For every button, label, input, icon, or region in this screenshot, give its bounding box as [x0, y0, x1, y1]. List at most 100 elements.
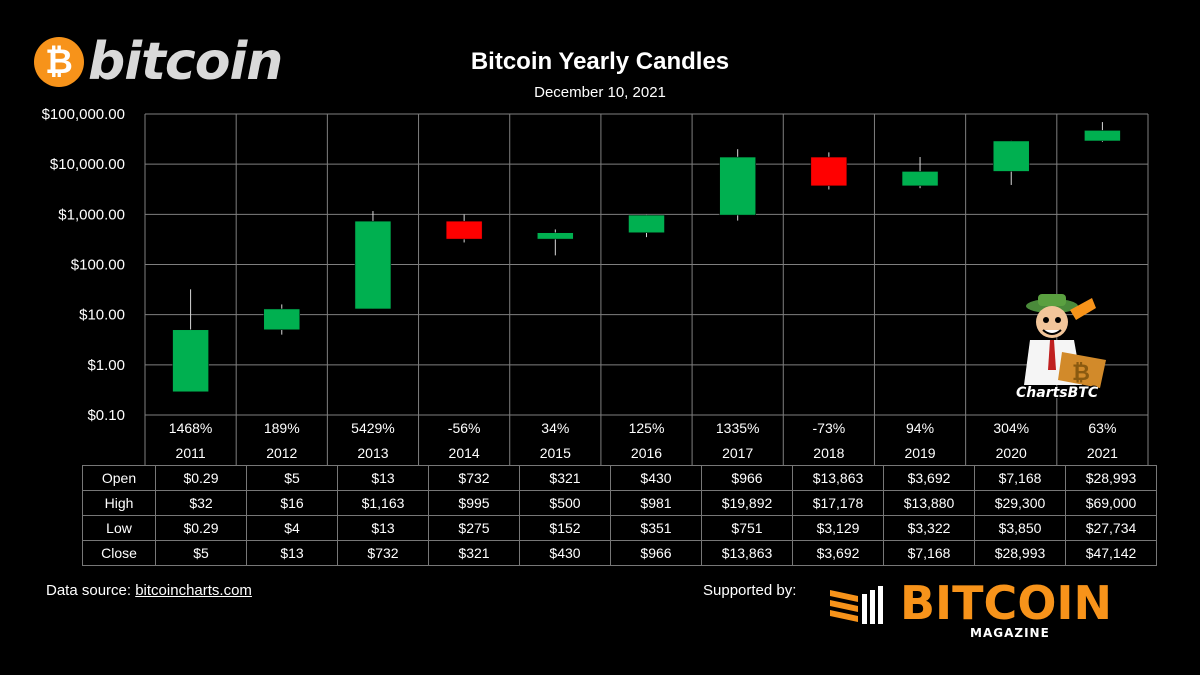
table-cell: $47,142 — [1065, 540, 1157, 566]
row-label: High — [82, 490, 156, 516]
x-tick-label: 2020 — [996, 445, 1027, 461]
percent-change-label: 1335% — [716, 420, 760, 436]
bitcoin-magazine-word: BITCOIN — [900, 576, 1113, 630]
table-cell: $3,322 — [883, 515, 975, 541]
table-cell: $19,892 — [701, 490, 793, 516]
row-label: Close — [82, 540, 156, 566]
x-tick-label: 2017 — [722, 445, 753, 461]
table-cell: $0.29 — [155, 515, 247, 541]
y-tick-label: $1,000.00 — [58, 206, 125, 223]
table-row: Close $5 $13 $732 $321 $430 $966 $13,863 $3,692 $… — [82, 540, 1157, 566]
table-row: High $32 $16 $1,163 $995 $500 $981 $19,892 $17,1… — [82, 490, 1157, 516]
svg-text:₿: ₿ — [1072, 361, 1090, 386]
candle-body-2013 — [354, 220, 392, 310]
table-cell: $500 — [519, 490, 611, 516]
table-cell: $751 — [701, 515, 793, 541]
x-tick-label: 2018 — [813, 445, 844, 461]
x-tick-label: 2016 — [631, 445, 662, 461]
x-tick-label: 2015 — [540, 445, 571, 461]
bitcoin-logo: ₿ bitcoin — [34, 32, 283, 92]
percent-change-label: 94% — [906, 420, 934, 436]
table-cell: $13 — [246, 540, 338, 566]
y-tick-label: $100,000.00 — [42, 106, 125, 123]
x-tick-label: 2019 — [904, 445, 935, 461]
y-tick-label: $10,000.00 — [50, 156, 125, 173]
candle-body-2019 — [901, 171, 939, 187]
data-source-prefix: Data source: — [46, 582, 136, 599]
percent-change-label: 125% — [629, 420, 665, 436]
table-cell: $321 — [428, 540, 520, 566]
table-cell: $3,692 — [792, 540, 884, 566]
table-cell: $3,692 — [883, 465, 975, 491]
bitcoin-magazine-logo: BITCOIN MAGAZINE — [828, 580, 1112, 640]
y-tick-label: $10.00 — [79, 307, 125, 324]
table-cell: $16 — [246, 490, 338, 516]
chartsbtc-mascot-icon: ₿ — [1010, 290, 1120, 405]
percent-change-label: -56% — [448, 420, 481, 436]
candle-body-2012 — [263, 308, 301, 331]
table-cell: $17,178 — [792, 490, 884, 516]
row-label: Open — [82, 465, 156, 491]
table-cell: $69,000 — [1065, 490, 1157, 516]
x-tick-label: 2014 — [449, 445, 480, 461]
candle-body-2020 — [992, 140, 1030, 172]
data-source: Data source: bitcoincharts.com — [46, 582, 252, 599]
table-cell: $351 — [610, 515, 702, 541]
y-tick-label: $0.10 — [87, 407, 125, 424]
bitcoin-wordmark: bitcoin — [88, 32, 283, 92]
bitcoin-magazine-icon — [830, 586, 883, 624]
bitcoin-magazine-sub: MAGAZINE — [970, 626, 1050, 640]
y-tick-label: $100.00 — [71, 257, 125, 274]
table-cell: $7,168 — [883, 540, 975, 566]
table-cell: $13,863 — [792, 465, 884, 491]
x-tick-label: 2011 — [176, 445, 206, 461]
table-cell: $5 — [246, 465, 338, 491]
candle-body-2017 — [719, 156, 756, 216]
table-cell: $966 — [610, 540, 702, 566]
table-cell: $152 — [519, 515, 611, 541]
candle-body-2018 — [810, 156, 848, 187]
candle-body-2014 — [445, 220, 483, 240]
table-cell: $732 — [428, 465, 520, 491]
percent-change-label: 1468% — [169, 420, 213, 436]
table-cell: $430 — [610, 465, 702, 491]
table-cell: $32 — [155, 490, 247, 516]
table-cell: $28,993 — [974, 540, 1066, 566]
chart-subtitle: December 10, 2021 — [534, 84, 666, 101]
table-row: Open $0.29 $5 $13 $732 $321 $430 $966 $13,863 $3,… — [82, 465, 1157, 491]
candle-body-2016 — [628, 214, 665, 233]
chart-title: Bitcoin Yearly Candles — [470, 48, 730, 75]
table-cell: $1,163 — [337, 490, 429, 516]
candle-body-2011 — [172, 329, 209, 393]
x-tick-label: 2021 — [1087, 445, 1118, 461]
percent-change-label: -73% — [813, 420, 846, 436]
supported-by-label: Supported by: — [703, 582, 797, 599]
row-label: Low — [82, 515, 156, 541]
table-cell: $29,300 — [974, 490, 1066, 516]
table-cell: $430 — [519, 540, 611, 566]
bitcoin-coin-icon: ₿ — [34, 37, 84, 87]
table-cell: $13 — [337, 515, 429, 541]
percent-change-label: 34% — [541, 420, 569, 436]
table-cell: $321 — [519, 465, 611, 491]
data-source-link[interactable]: bitcoincharts.com — [135, 582, 252, 599]
table-cell: $13,880 — [883, 490, 975, 516]
x-tick-label: 2013 — [357, 445, 388, 461]
percent-change-label: 304% — [993, 420, 1029, 436]
table-cell: $981 — [610, 490, 702, 516]
table-cell: $275 — [428, 515, 520, 541]
table-cell: $7,168 — [974, 465, 1066, 491]
candlestick-chart: $100,000.00 $10,000.00 $1,000.00 $100.00 $10… — [42, 106, 1149, 465]
table-cell: $995 — [428, 490, 520, 516]
table-cell: $4 — [246, 515, 338, 541]
table-cell: $732 — [337, 540, 429, 566]
table-cell: $3,129 — [792, 515, 884, 541]
table-cell: $0.29 — [155, 465, 247, 491]
percent-change-label: 63% — [1088, 420, 1116, 436]
x-tick-label: 2012 — [266, 445, 297, 461]
table-cell: $28,993 — [1065, 465, 1157, 491]
table-cell: $966 — [701, 465, 793, 491]
ohlc-table: Open $0.29 $5 $13 $732 $321 $430 $966 $13,863 $3,… — [82, 465, 1157, 566]
candle-body-2015 — [537, 232, 574, 240]
table-cell: $5 — [155, 540, 247, 566]
